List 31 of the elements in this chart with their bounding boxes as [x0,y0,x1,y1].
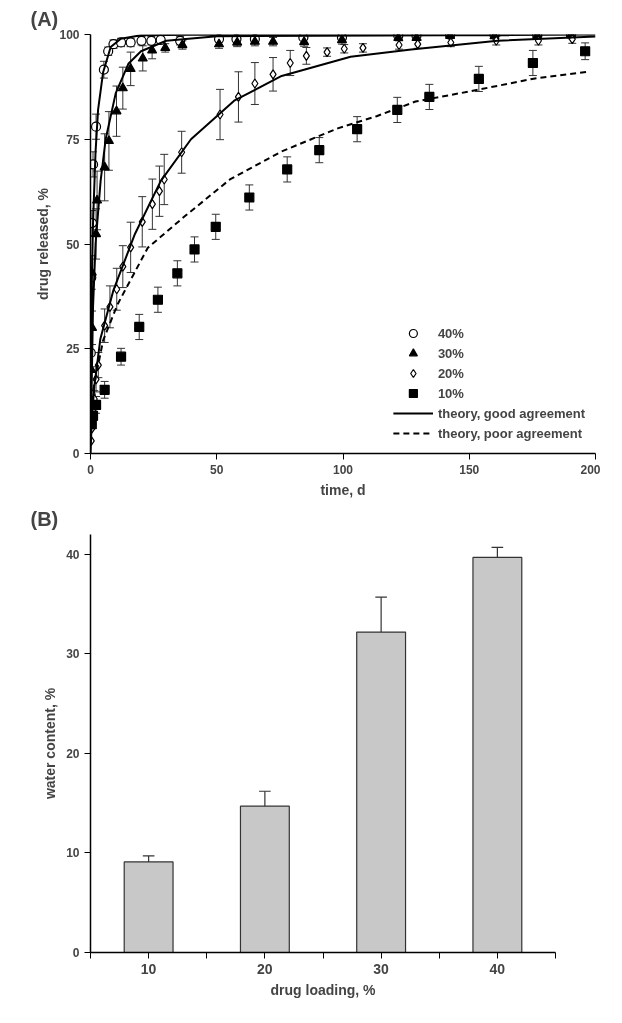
y-axis-title: water content, % [42,687,59,801]
x-tick-label: 50 [210,462,224,477]
legend-label: 20% [437,365,464,381]
x-tick-label: 100 [332,462,354,477]
text: (B) [30,507,59,530]
y-tick-label: 30 [66,647,80,662]
text: (A) [30,7,59,30]
y-tick-label: 0 [72,946,80,960]
y-tick-label: 25 [66,342,80,357]
x-tick-label: 0 [87,462,95,477]
x-axis-title: drug loading, % [270,981,377,998]
x-axis-title: time, d [320,481,366,498]
x-tick-label: 40 [489,960,506,977]
x-tick-label: 200 [580,462,601,477]
y-tick-label: 10 [66,846,80,861]
y-tick-label: 100 [59,28,80,42]
x-tick-label: 30 [373,960,390,977]
legend-label: theory, good agreement [437,405,585,421]
x-tick-label: 20 [257,960,273,977]
y-tick-label: 0 [72,447,80,461]
y-tick-label: 50 [66,237,80,252]
y-tick-label: 20 [66,746,80,761]
y-tick-label: 75 [66,132,80,147]
legend-label: 10% [437,385,464,401]
x-tick-label: 150 [459,462,480,477]
legend-label: theory, poor agreement [437,425,583,441]
legend-label: 30% [437,345,464,361]
x-tick-label: 10 [140,960,157,977]
y-tick-label: 40 [66,547,80,562]
y-axis-title: drug released, % [35,187,52,301]
legend-label: 40% [437,325,464,341]
